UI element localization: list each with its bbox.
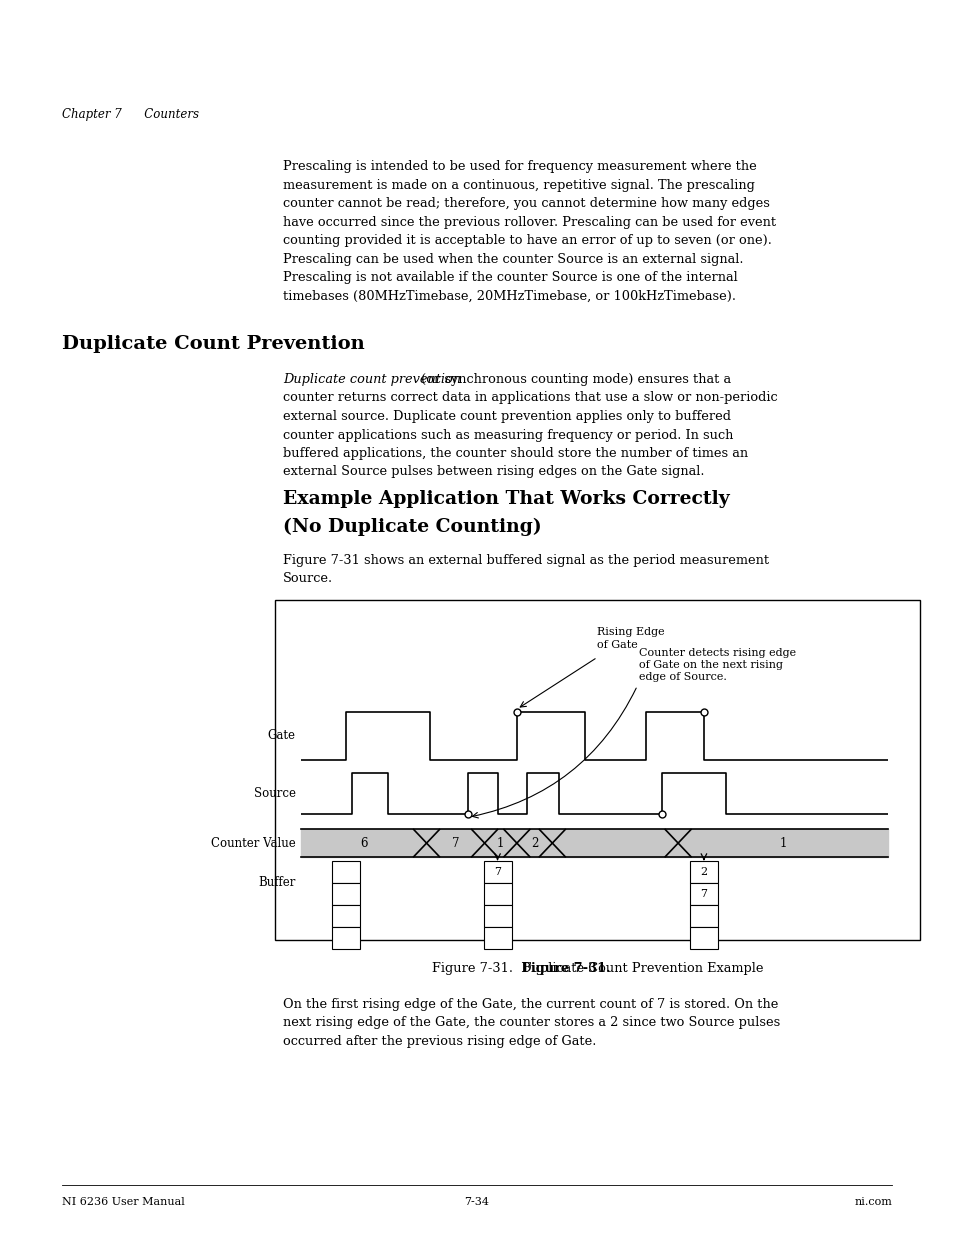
Bar [332, 926, 359, 948]
Text: NI 6236 User Manual: NI 6236 User Manual [62, 1197, 185, 1207]
Text: (or synchronous counting mode) ensures that a: (or synchronous counting mode) ensures t… [416, 373, 731, 387]
Text: 7-34: 7-34 [464, 1197, 489, 1207]
Text: counter applications such as measuring frequency or period. In such: counter applications such as measuring f… [283, 429, 733, 441]
Text: external Source pulses between rising edges on the Gate signal.: external Source pulses between rising ed… [283, 466, 704, 478]
Bar [332, 883, 359, 905]
Text: Example Application That Works Correctly: Example Application That Works Correctly [283, 490, 729, 508]
Text: Duplicate Count Prevention: Duplicate Count Prevention [62, 335, 364, 353]
Text: Rising Edge
of Gate: Rising Edge of Gate [597, 627, 664, 650]
Bar [689, 883, 718, 905]
Text: 6: 6 [359, 836, 367, 850]
Text: Counter detects rising edge
of Gate on the next rising
edge of Source.: Counter detects rising edge of Gate on t… [639, 647, 796, 683]
Bar [483, 926, 511, 948]
Text: (No Duplicate Counting): (No Duplicate Counting) [283, 517, 541, 536]
Text: buffered applications, the counter should store the number of times an: buffered applications, the counter shoul… [283, 447, 748, 459]
Text: Figure 7-31 shows an external buffered signal as the period measurement: Figure 7-31 shows an external buffered s… [283, 555, 769, 567]
Text: counter returns correct data in applications that use a slow or non-periodic: counter returns correct data in applicat… [283, 391, 777, 405]
Text: measurement is made on a continuous, repetitive signal. The prescaling: measurement is made on a continuous, rep… [283, 179, 755, 191]
Text: 1: 1 [779, 836, 786, 850]
Bar [332, 905, 359, 926]
Bar [689, 926, 718, 948]
Text: 7: 7 [452, 836, 458, 850]
Bar [483, 861, 511, 883]
Text: Counter Value: Counter Value [211, 836, 295, 850]
Text: Duplicate count prevention: Duplicate count prevention [283, 373, 461, 387]
Text: Figure 7-31.: Figure 7-31. [522, 962, 610, 974]
Text: next rising edge of the Gate, the counter stores a 2 since two Source pulses: next rising edge of the Gate, the counte… [283, 1016, 780, 1030]
Text: ni.com: ni.com [853, 1197, 891, 1207]
Text: On the first rising edge of the Gate, the current count of 7 is stored. On the: On the first rising edge of the Gate, th… [283, 998, 778, 1011]
Text: 7: 7 [700, 889, 707, 899]
Text: 7: 7 [494, 867, 500, 877]
Text: timebases (80MHzTimebase, 20MHzTimebase, or 100kHzTimebase).: timebases (80MHzTimebase, 20MHzTimebase,… [283, 289, 736, 303]
Bar [689, 905, 718, 926]
Bar [332, 861, 359, 883]
Bar [274, 600, 919, 940]
Text: Prescaling can be used when the counter Source is an external signal.: Prescaling can be used when the counter … [283, 252, 743, 266]
Text: Source.: Source. [283, 573, 334, 585]
Text: Figure 7-31.  Duplicate Count Prevention Example: Figure 7-31. Duplicate Count Prevention … [432, 962, 762, 974]
Text: counting provided it is acceptable to have an error of up to seven (or one).: counting provided it is acceptable to ha… [283, 233, 771, 247]
Text: Prescaling is not available if the counter Source is one of the internal: Prescaling is not available if the count… [283, 270, 738, 284]
Text: 1: 1 [497, 836, 504, 850]
Text: external source. Duplicate count prevention applies only to buffered: external source. Duplicate count prevent… [283, 410, 731, 424]
Text: Buffer: Buffer [258, 876, 295, 889]
Text: Gate: Gate [268, 730, 295, 742]
Text: Source: Source [253, 787, 295, 800]
Text: counter cannot be read; therefore, you cannot determine how many edges: counter cannot be read; therefore, you c… [283, 198, 769, 210]
Text: Prescaling is intended to be used for frequency measurement where the: Prescaling is intended to be used for fr… [283, 161, 757, 173]
Bar [483, 905, 511, 926]
Bar [689, 861, 718, 883]
Text: have occurred since the previous rollover. Prescaling can be used for event: have occurred since the previous rollove… [283, 215, 776, 228]
Text: 2: 2 [531, 836, 537, 850]
Text: Chapter 7      Counters: Chapter 7 Counters [62, 107, 199, 121]
Text: occurred after the previous rising edge of Gate.: occurred after the previous rising edge … [283, 1035, 596, 1049]
Bar [483, 883, 511, 905]
Text: 2: 2 [700, 867, 707, 877]
